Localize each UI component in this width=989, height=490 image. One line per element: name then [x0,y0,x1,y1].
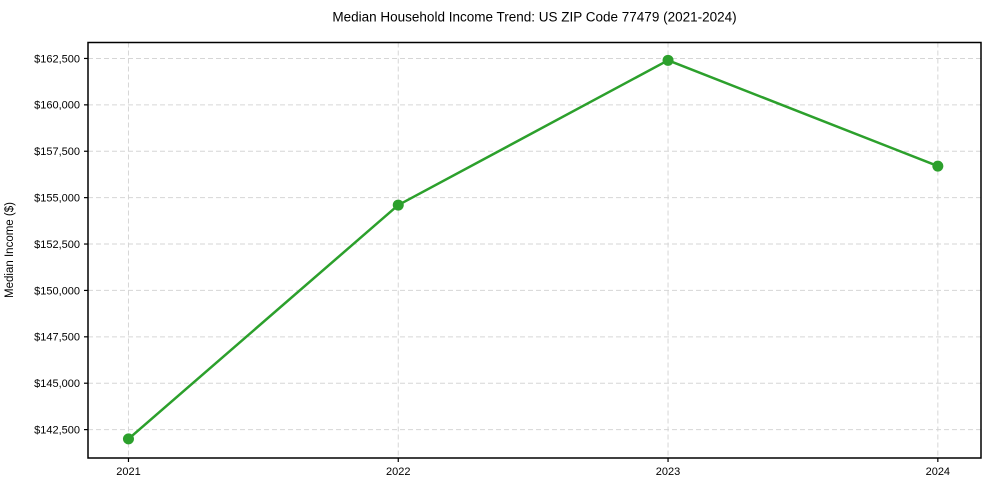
income-trend-series [122,54,944,445]
y-tick-label: $160,000 [34,100,80,112]
y-tick-label: $152,500 [34,239,80,251]
trend-line [127,59,940,441]
x-tick-label: 2021 [116,466,140,478]
axes: $142,500 $145,000 $147,500 $150,000 $152,500… [34,41,982,478]
gridlines [88,42,981,458]
y-tick-label: $150,000 [34,285,80,297]
data-point-2023 [662,54,674,66]
y-axis-title: Median Income ($) [4,202,16,298]
y-tick-label: $157,500 [34,146,80,158]
x-tick-label: 2024 [926,466,950,478]
data-point-2024 [932,160,944,172]
y-tick-label: $145,000 [34,378,80,390]
plot-border [87,41,982,459]
y-tick-label: $142,500 [34,424,80,436]
x-tick-label: 2022 [386,466,410,478]
y-tick-label: $155,000 [34,192,80,204]
y-tick-label: $162,500 [34,53,80,65]
data-point-2022 [392,199,404,211]
y-tick-label: $147,500 [34,332,80,344]
x-tick-label: 2023 [656,466,680,478]
chart-title: Median Household Income Trend: US ZIP Co… [332,10,736,25]
data-point-2021 [122,433,134,445]
